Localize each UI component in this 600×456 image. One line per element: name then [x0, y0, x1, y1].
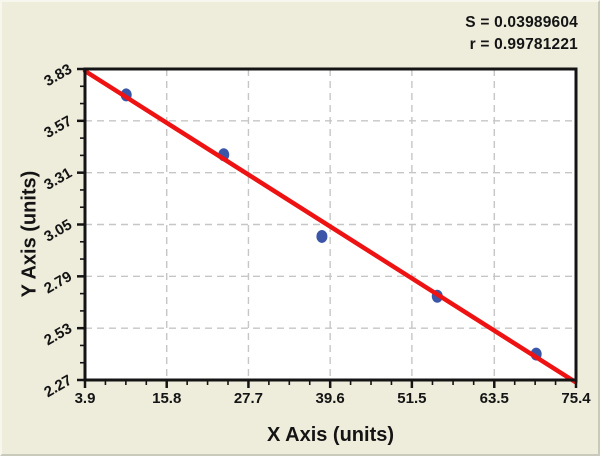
x-tick-label: 51.5 — [397, 390, 426, 407]
regression-line — [82, 68, 578, 385]
fit-statistics: S = 0.03989604 r = 0.99781221 — [465, 12, 578, 56]
x-tick-label: 3.9 — [75, 390, 96, 407]
x-tick-label: 27.7 — [234, 390, 263, 407]
y-tick-label: 3.05 — [41, 216, 75, 245]
x-axis-title: X Axis (units) — [266, 424, 395, 446]
data-point — [316, 229, 328, 243]
y-tick-label: 2.53 — [41, 320, 75, 349]
y-tick-label: 2.79 — [41, 268, 75, 297]
y-tick-label: 3.83 — [41, 61, 75, 90]
x-tick-label: 75.4 — [561, 390, 591, 407]
y-tick-label: 3.31 — [41, 164, 75, 193]
x-tick-label: 15.8 — [152, 390, 181, 407]
y-axis-title: Y Axis (units) — [18, 170, 41, 298]
stat-r-value: r = 0.99781221 — [469, 36, 578, 53]
stat-s-value: S = 0.03989604 — [465, 14, 578, 31]
y-tick-label: 2.27 — [41, 372, 75, 401]
x-tick-label: 39.6 — [316, 390, 345, 407]
y-tick-label: 3.57 — [41, 113, 75, 142]
x-tick-label: 63.5 — [480, 390, 509, 407]
